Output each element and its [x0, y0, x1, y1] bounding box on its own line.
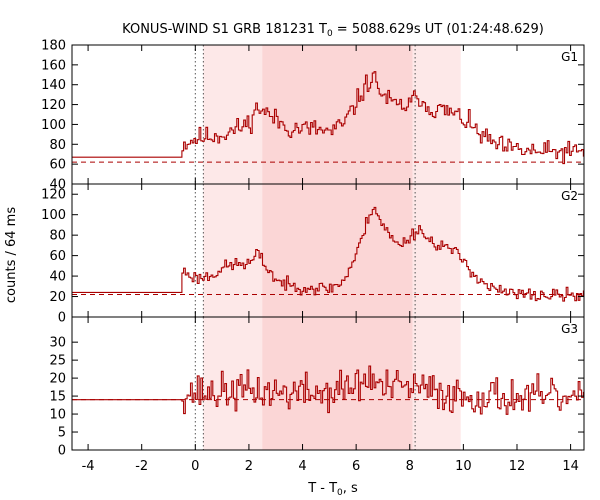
shaded-interval-2 [262, 317, 413, 450]
y-tick-label: 60 [49, 158, 66, 173]
y-tick-label: 160 [41, 58, 66, 73]
chart-title: KONUS-WIND S1 GRB 181231 T0 = 5088.629s … [122, 22, 544, 39]
shaded-interval-2 [262, 45, 413, 184]
shaded-interval-2 [262, 184, 413, 317]
y-tick-label: 25 [49, 354, 66, 369]
y-tick-label: 10 [49, 408, 66, 423]
x-tick-label: 14 [562, 459, 579, 474]
x-tick-label: 10 [455, 459, 472, 474]
y-tick-label: 140 [41, 78, 66, 93]
y-tick-label: 80 [49, 138, 66, 153]
x-tick-label: -2 [135, 459, 148, 474]
y-tick-label: 30 [49, 336, 66, 351]
y-tick-label: 180 [41, 39, 66, 54]
light-curve-g3 [72, 365, 584, 415]
panel-label-g1: G1 [561, 50, 578, 64]
light-curve-g2 [72, 206, 584, 302]
y-tick-label: 60 [49, 249, 66, 264]
y-tick-label: 0 [58, 311, 66, 326]
y-tick-label: 0 [58, 444, 66, 459]
panel-frame [71, 316, 585, 451]
y-tick-label: 100 [41, 118, 66, 133]
x-tick-label: 8 [406, 459, 414, 474]
x-tick-label: 0 [191, 459, 199, 474]
panel-g3: 0 5 10 15 20 25 30 G3 [49, 316, 585, 459]
y-axis-label: counts / 64 ms [4, 207, 19, 303]
y-tick-label: 5 [58, 426, 66, 441]
panel-label-g2: G2 [561, 189, 578, 203]
y-tick-label: 40 [49, 178, 66, 193]
y-tick-label: 120 [41, 98, 66, 113]
light-curve-g1 [72, 71, 584, 165]
panel-label-g3: G3 [561, 322, 578, 336]
panel-g1: 40 60 80 100 120 140 160 180 G1 [41, 39, 585, 193]
x-axis-label: T - T0, s [307, 481, 358, 498]
y-tick-label: 40 [49, 270, 66, 285]
panel-g2: 0 20 40 60 80 100 120 G2 [41, 183, 585, 326]
x-tick-label: 4 [298, 459, 306, 474]
y-tick-label: 15 [49, 390, 66, 405]
y-tick-label: 100 [41, 208, 66, 223]
x-tick-label: 2 [245, 459, 253, 474]
x-tick-label: -4 [82, 459, 95, 474]
x-tick-label: 6 [352, 459, 360, 474]
x-tick-label: 12 [509, 459, 526, 474]
y-tick-label: 80 [49, 229, 66, 244]
y-tick-label: 20 [49, 372, 66, 387]
y-tick-label: 120 [41, 188, 66, 203]
y-tick-label: 20 [49, 290, 66, 305]
